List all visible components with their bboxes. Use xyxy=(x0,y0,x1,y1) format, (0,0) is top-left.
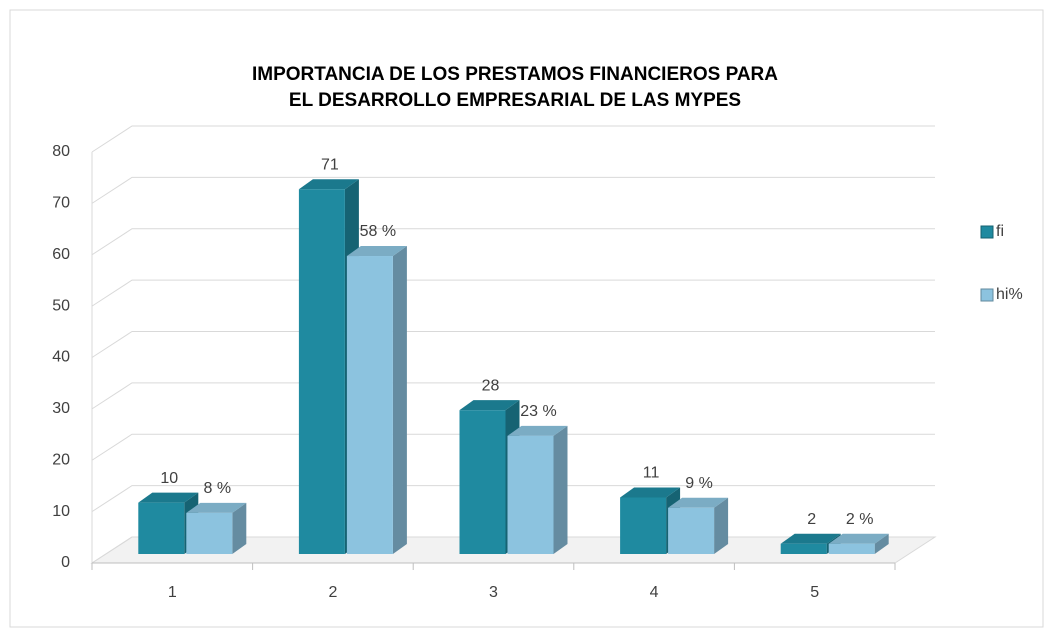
bar-side xyxy=(553,425,568,554)
data-label: 58 % xyxy=(360,223,396,240)
grid-line xyxy=(91,485,935,513)
y-tick-label: 70 xyxy=(52,195,70,212)
data-label: 8 % xyxy=(204,480,232,497)
chart-title: IMPORTANCIA DE LOS PRESTAMOS FINANCIEROS… xyxy=(252,64,778,85)
y-tick-label: 80 xyxy=(52,143,70,160)
data-label: 28 xyxy=(482,377,500,394)
grid-line xyxy=(91,125,935,153)
chart-title: EL DESARROLLO EMPRESARIAL DE LAS MYPES xyxy=(289,90,741,111)
bar xyxy=(186,512,233,554)
bar xyxy=(346,256,393,554)
grid-line xyxy=(91,382,935,410)
grid-line xyxy=(91,331,935,358)
bar xyxy=(138,502,185,554)
legend-label: fi xyxy=(996,223,1004,240)
bar xyxy=(298,189,345,555)
bar xyxy=(507,435,554,554)
x-tick-label: 4 xyxy=(650,584,659,601)
data-label: 2 % xyxy=(846,511,874,528)
legend-swatch xyxy=(980,288,994,302)
data-label: 10 xyxy=(160,470,178,487)
y-tick-label: 20 xyxy=(52,451,70,468)
y-tick-label: 0 xyxy=(61,554,70,571)
bar xyxy=(828,543,875,554)
bar-top xyxy=(828,533,889,544)
data-label: 11 xyxy=(643,465,660,482)
bar-top xyxy=(346,246,407,257)
x-tick-label: 2 xyxy=(328,584,337,601)
x-tick-label: 5 xyxy=(810,584,819,601)
bar-top xyxy=(298,179,359,190)
bar xyxy=(780,543,827,554)
bar-side xyxy=(714,497,729,554)
x-tick-label: 1 xyxy=(168,584,177,601)
data-label: 2 xyxy=(807,511,816,528)
bar-top xyxy=(459,400,520,411)
grid-line xyxy=(91,176,935,204)
grid-line xyxy=(91,433,935,461)
bar xyxy=(459,410,506,554)
grid-line xyxy=(91,228,935,256)
legend-swatch xyxy=(980,225,994,239)
y-tick-label: 40 xyxy=(52,349,70,366)
bar-top xyxy=(620,487,681,498)
y-tick-label: 10 xyxy=(52,503,70,520)
bar xyxy=(620,497,667,554)
bar-side xyxy=(874,533,889,554)
data-label: 23 % xyxy=(520,403,556,420)
data-label: 71 xyxy=(321,156,339,173)
bar-top xyxy=(668,497,729,508)
y-tick-label: 60 xyxy=(52,246,70,263)
y-tick-label: 50 xyxy=(52,297,70,314)
bar-top xyxy=(138,492,199,503)
bar-top xyxy=(507,425,568,436)
bar-top xyxy=(780,533,841,544)
grid-line xyxy=(91,279,935,307)
x-tick-label: 3 xyxy=(489,584,498,601)
bar-side xyxy=(392,246,407,554)
data-label: 9 % xyxy=(685,475,713,492)
y-tick-label: 30 xyxy=(52,400,70,417)
bar-side xyxy=(232,502,247,554)
legend-label: hi% xyxy=(996,286,1023,303)
bar xyxy=(668,507,715,554)
bar-top xyxy=(186,502,247,513)
